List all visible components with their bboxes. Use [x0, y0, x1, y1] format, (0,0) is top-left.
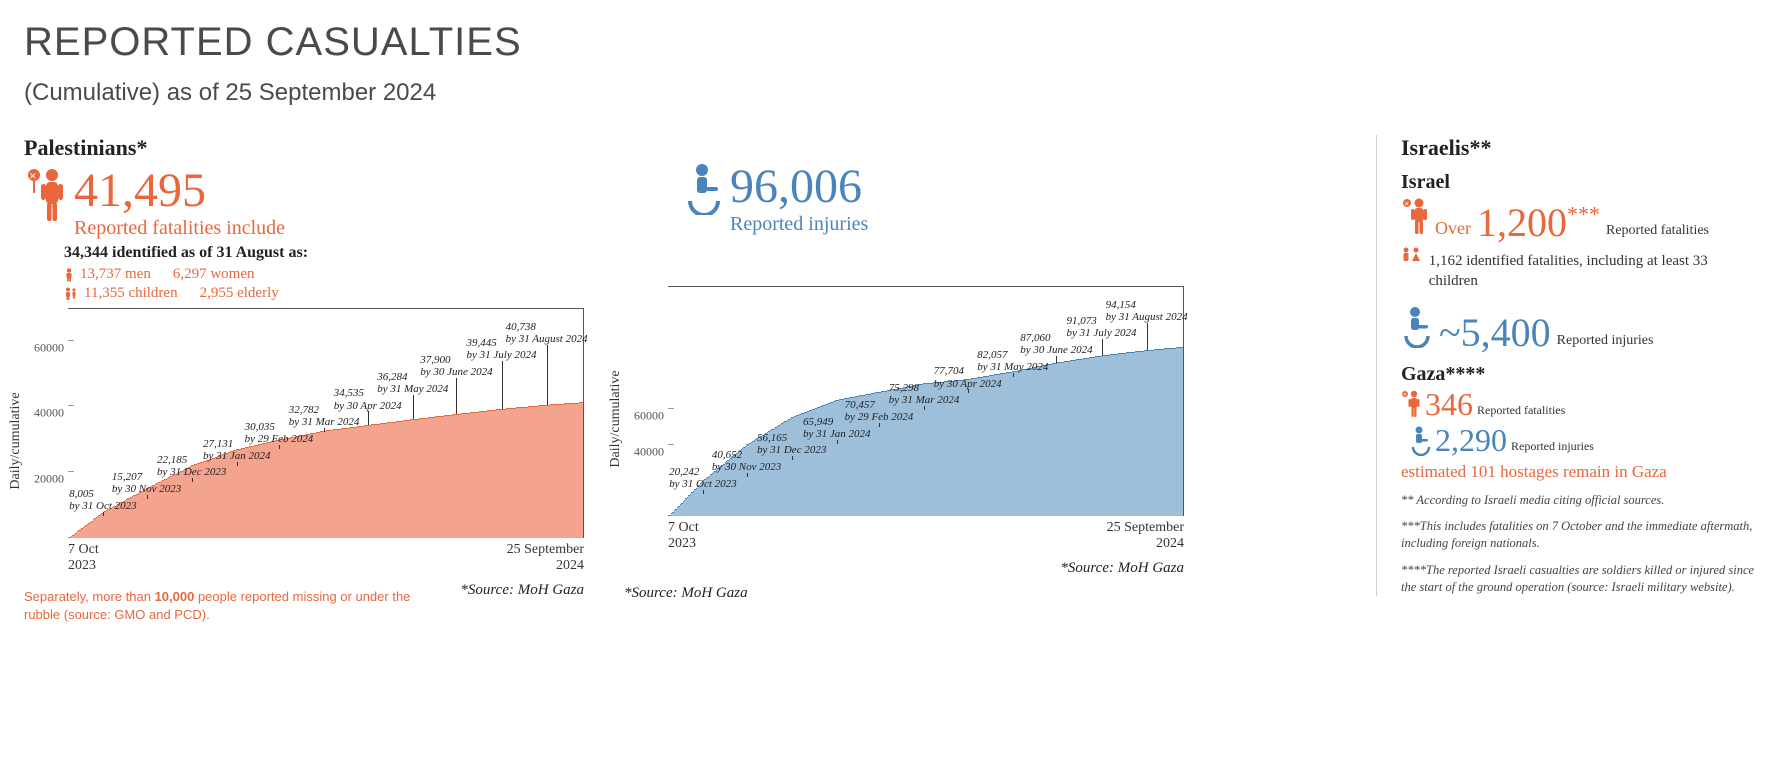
injuries-number: 96,006: [730, 163, 868, 211]
injuries-stat: 96,006 Reported injuries: [684, 163, 1184, 236]
israel-identified: 1,162 identified fatalities, including a…: [1429, 251, 1756, 292]
identified-header: 34,344 identified as of 31 August as:: [64, 244, 584, 262]
gaza-heading: Gaza****: [1401, 363, 1756, 386]
fatality-icon: ✕: [24, 167, 68, 225]
fatalities-number: 41,495: [74, 167, 285, 215]
breakdown-children: 11,355 children: [84, 285, 178, 302]
fatality-icon-small: ✕: [1401, 198, 1429, 243]
fatalities-chart: Daily/cumulative 8,005by 31 Oct 202315,2…: [24, 308, 584, 574]
x-axis-inj: 7 Oct2023 25 September2024: [668, 520, 1184, 552]
palestinians-panel: Palestinians* ✕: [24, 135, 584, 624]
y-axis-label: Daily/cumulative: [8, 392, 24, 489]
over-prefix: Over: [1435, 218, 1471, 243]
israel-injuries: ~5,400 Reported injuries: [1401, 306, 1756, 353]
injuries-source: *Source: MoH Gaza: [624, 585, 1184, 602]
palestinians-title: Palestinians*: [24, 135, 584, 161]
injury-icon: [684, 163, 724, 215]
footnote-2: ** According to Israeli media citing off…: [1401, 492, 1756, 509]
injuries-source-right: *Source: MoH Gaza: [624, 560, 1184, 577]
fatalities-text: 41,495 Reported fatalities include: [74, 167, 285, 240]
footnote-3: ***This includes fatalities on 7 October…: [1401, 518, 1756, 552]
breakdown-children-elderly: 11,355 children 2,955 elderly: [64, 285, 584, 302]
page-subtitle: (Cumulative) as of 25 September 2024: [24, 79, 1756, 107]
injury-icon-tiny: [1409, 426, 1431, 456]
fatalities-source: *Source: MoH Gaza: [460, 582, 584, 599]
gaza-injuries-label: Reported injuries: [1511, 440, 1594, 455]
hostages-note: estimated 101 hostages remain in Gaza: [1401, 462, 1756, 482]
gaza-fatalities-label: Reported fatalities: [1477, 404, 1565, 419]
footnote-4: ****The reported Israeli casualties are …: [1401, 562, 1756, 596]
breakdown-men: 13,737 men: [80, 266, 151, 283]
page-title: REPORTED CASUALTIES: [24, 20, 1756, 65]
columns: Palestinians* ✕: [24, 135, 1756, 624]
injuries-sublabel: Reported injuries: [730, 213, 868, 236]
svg-text:✕: ✕: [1404, 201, 1409, 208]
israel-fatalities: ✕ Over 1,200*** Reported fatalities: [1401, 198, 1756, 243]
israel-fatalities-label: Reported fatalities: [1606, 223, 1709, 243]
y-axis-label-inj: Daily/cumulative: [608, 370, 624, 467]
gaza-stats: ✕ 346 Reported fatalities 2,290 Reported…: [1401, 388, 1756, 456]
fatality-icon-tiny: ✕: [1401, 390, 1421, 420]
injuries-panel: 96,006 Reported injuries Daily/cumulativ…: [624, 135, 1184, 602]
injuries-text: 96,006 Reported injuries: [730, 163, 868, 236]
israel-heading: Israel: [1401, 171, 1756, 194]
israelis-panel: Israelis** Israel ✕ Over 1,200*** Report…: [1376, 135, 1756, 596]
breakdown-elderly: 2,955 elderly: [200, 285, 279, 302]
x-axis: 7 Oct2023 25 September2024: [68, 542, 584, 574]
breakdown-men-women: 13,737 men 6,297 women: [64, 266, 584, 283]
man-icon: [64, 268, 74, 282]
injuries-chart: Daily/cumulative 20,242by 31 Oct 202340,…: [624, 286, 1184, 552]
israel-injuries-label: Reported injuries: [1557, 333, 1654, 353]
children-icon: [64, 287, 78, 301]
breakdown-women: 6,297 women: [173, 266, 255, 283]
israel-injuries-value: ~5,400: [1439, 313, 1551, 353]
injury-icon-small: [1401, 306, 1433, 353]
gaza-injuries-value: 2,290: [1435, 424, 1507, 456]
missing-note: Separately, more than 10,000 people repo…: [24, 588, 440, 624]
svg-text:✕: ✕: [1403, 392, 1407, 398]
fatalities-stat: ✕ 41,495 Reported fatalities include: [24, 167, 584, 240]
israel-fatalities-value: 1,200***: [1477, 203, 1600, 243]
fatalities-sublabel: Reported fatalities include: [74, 217, 285, 240]
people-icon: [1401, 247, 1423, 263]
israelis-title: Israelis**: [1401, 135, 1756, 161]
gaza-fatalities-value: 346: [1425, 388, 1473, 420]
svg-text:✕: ✕: [29, 171, 37, 181]
